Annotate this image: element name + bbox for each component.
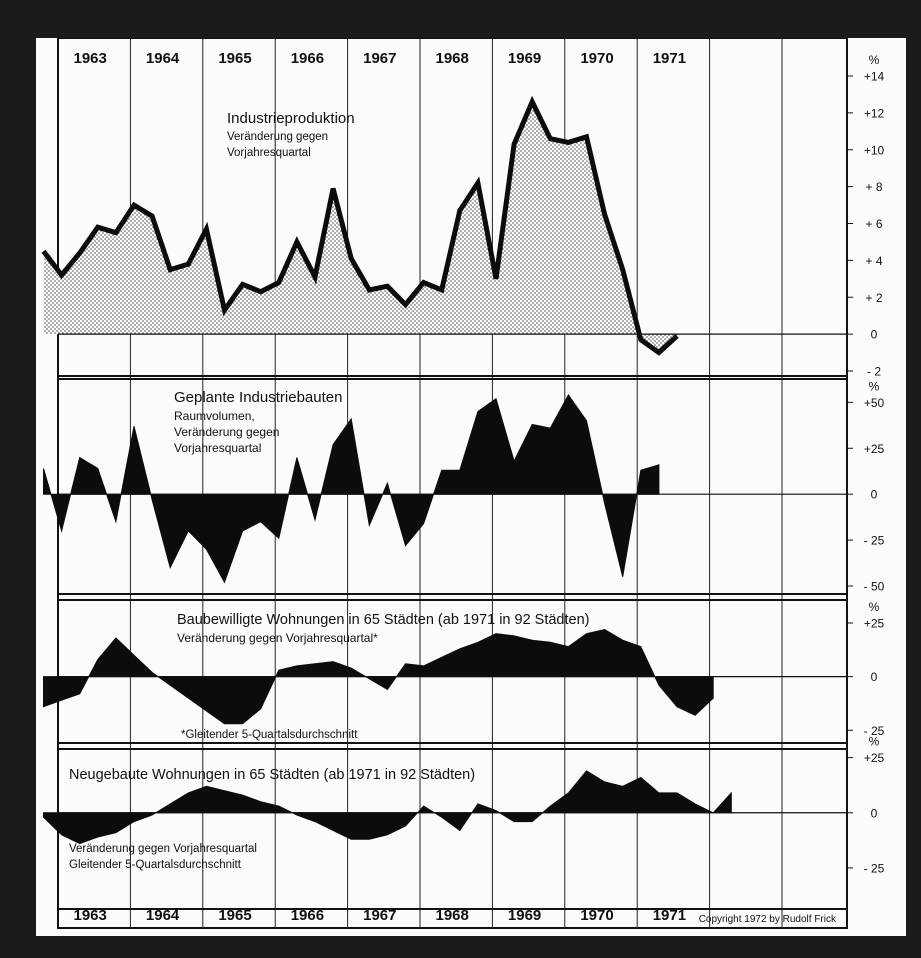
chart-sheet: 1963 1963 1964 1964 1965 1965 1966 1966 1967 1967… [36,38,906,936]
y-tick-label: 0 [871,806,878,820]
y-tick-label: +25 [864,751,885,765]
y-unit-label: % [869,600,880,614]
y-tick-label: + 2 [865,291,882,305]
y-tick-label: 0 [871,328,878,342]
panel-subtitle: Vorjahresquartal [174,441,261,455]
year-label-top: 1963 [74,50,107,67]
year-label-top: 1964 [146,50,180,67]
year-label-top: 1967 [363,50,396,67]
y-tick-label: +10 [864,143,885,157]
panel-subtitle: Vorjahresquartal [227,147,311,159]
panel-title: Geplante Industriebauten [174,389,342,406]
y-tick-label: +50 [864,396,885,410]
panel-subtitle: Veränderung gegen Vorjahresquartal [69,843,257,855]
year-label-top: 1965 [218,50,251,67]
y-tick-label: - 50 [864,580,885,594]
y-tick-label: 0 [871,670,878,684]
y-tick-label: +25 [864,617,885,631]
y-unit-label: % [869,53,880,67]
panel-footnote: *Gleitender 5-Quartalsdurchschnitt [181,729,358,741]
y-tick-label: +14 [864,70,885,84]
year-label-top: 1971 [653,50,686,67]
panel-subtitle: Raumvolumen, [174,409,255,423]
year-label-top: 1968 [436,50,469,67]
copyright-note: Copyright 1972 by Rudolf Frick [699,914,837,925]
y-tick-label: +12 [864,106,885,120]
y-tick-label: - 2 [867,365,881,379]
panel-title: Industrieproduktion [227,110,355,127]
panel-subtitle: Gleitender 5-Quartalsdurchschnitt [69,859,242,871]
y-tick-label: + 4 [865,254,882,268]
y-tick-label: + 8 [865,180,882,194]
panel-subtitle: Veränderung gegen [227,131,328,143]
y-unit-label: % [869,735,880,749]
year-label-top: 1969 [508,50,541,67]
panel-title: Baubewilligte Wohnungen in 65 Städten (a… [177,612,589,628]
panel-subtitle: Veränderung gegen Vorjahresquartal* [177,631,378,645]
chart-canvas: 1963196319641964196519651966196619671967… [36,38,906,936]
series-area [44,395,659,582]
y-tick-label: + 6 [865,217,882,231]
year-label-top: 1966 [291,50,324,67]
y-tick-label: - 25 [864,534,885,548]
y-tick-label: - 25 [864,861,885,875]
panel-subtitle: Veränderung gegen [174,425,279,439]
year-label-top: 1970 [580,50,613,67]
y-tick-label: +25 [864,442,885,456]
y-unit-label: % [869,379,880,393]
panel-title: Neugebaute Wohnungen in 65 Städten (ab 1… [69,767,475,783]
y-tick-label: 0 [871,488,878,502]
